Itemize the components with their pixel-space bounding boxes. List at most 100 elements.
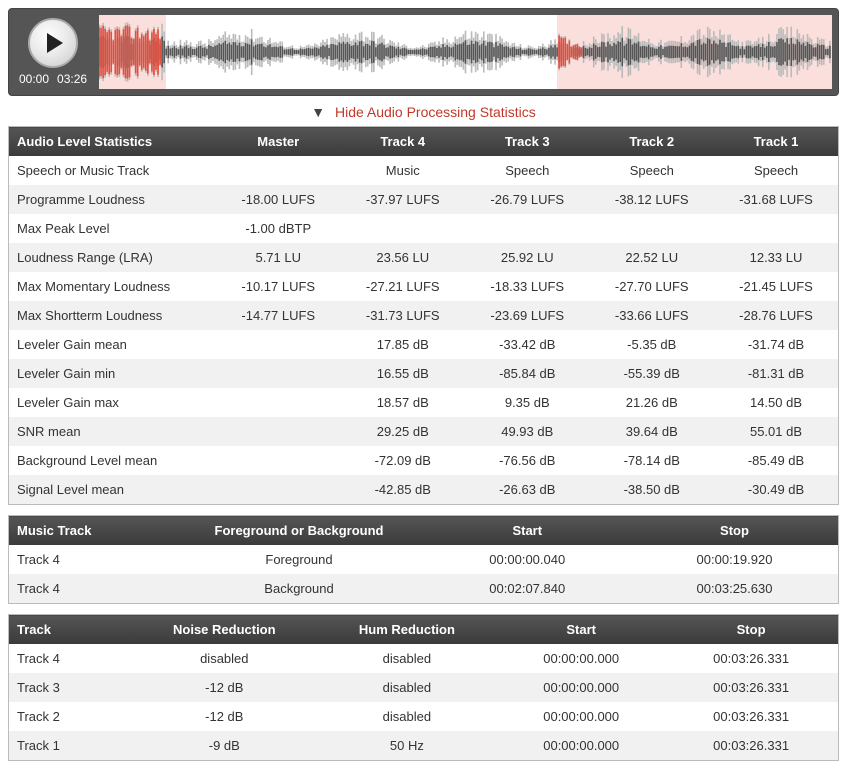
- column-header: Track 2: [590, 127, 715, 157]
- table-cell: Music: [341, 156, 466, 185]
- table-cell: 39.64 dB: [590, 417, 715, 446]
- table-cell: [714, 214, 839, 243]
- column-header: Stop: [631, 516, 839, 546]
- table-cell: 9.35 dB: [465, 388, 590, 417]
- toggle-statistics[interactable]: ▼ Hide Audio Processing Statistics: [8, 96, 839, 126]
- table-cell: 12.33 LU: [714, 243, 839, 272]
- table-cell: Track 3: [9, 673, 134, 702]
- table-cell: disabled: [316, 673, 499, 702]
- table-cell: Speech or Music Track: [9, 156, 217, 185]
- audio-player: 00:00 03:26: [8, 8, 839, 96]
- table-cell: [341, 214, 466, 243]
- table-cell: Track 2: [9, 702, 134, 731]
- table-cell: 00:03:26.331: [664, 731, 838, 761]
- table-cell: 00:00:00.000: [498, 673, 664, 702]
- table-cell: 00:03:26.331: [664, 644, 838, 673]
- column-header: Track 4: [341, 127, 466, 157]
- table-row: Speech or Music TrackMusicSpeechSpeechSp…: [9, 156, 839, 185]
- table-cell: -42.85 dB: [341, 475, 466, 505]
- table-cell: Max Momentary Loudness: [9, 272, 217, 301]
- table-cell: Track 4: [9, 545, 175, 574]
- table-row: Track 3-12 dBdisabled00:00:00.00000:03:2…: [9, 673, 839, 702]
- table-cell: Background: [175, 574, 424, 604]
- table-cell: -27.21 LUFS: [341, 272, 466, 301]
- table-cell: 00:00:19.920: [631, 545, 839, 574]
- table-cell: -23.69 LUFS: [465, 301, 590, 330]
- play-button[interactable]: [28, 18, 78, 68]
- table-cell: -26.63 dB: [465, 475, 590, 505]
- table-cell: -18.33 LUFS: [465, 272, 590, 301]
- column-header: Track: [9, 615, 134, 645]
- table-cell: 55.01 dB: [714, 417, 839, 446]
- table-cell: [216, 388, 341, 417]
- table-cell: -38.12 LUFS: [590, 185, 715, 214]
- table-cell: 5.71 LU: [216, 243, 341, 272]
- table-cell: 00:00:00.040: [424, 545, 632, 574]
- table-cell: 22.52 LU: [590, 243, 715, 272]
- table-row: Track 4Foreground00:00:00.04000:00:19.92…: [9, 545, 839, 574]
- total-time: 03:26: [57, 72, 87, 86]
- table-cell: -9 dB: [133, 731, 316, 761]
- table-cell: -85.84 dB: [465, 359, 590, 388]
- table-cell: -37.97 LUFS: [341, 185, 466, 214]
- table-cell: 00:03:26.331: [664, 702, 838, 731]
- column-header: Foreground or Background: [175, 516, 424, 546]
- table-cell: 14.50 dB: [714, 388, 839, 417]
- table-cell: -28.76 LUFS: [714, 301, 839, 330]
- table-cell: -38.50 dB: [590, 475, 715, 505]
- table-cell: 50 Hz: [316, 731, 499, 761]
- table-cell: 23.56 LU: [341, 243, 466, 272]
- table-cell: -85.49 dB: [714, 446, 839, 475]
- caret-down-icon: ▼: [311, 104, 325, 120]
- column-header: Master: [216, 127, 341, 157]
- table-cell: 16.55 dB: [341, 359, 466, 388]
- table-cell: -72.09 dB: [341, 446, 466, 475]
- music-track-table: Music TrackForeground or BackgroundStart…: [8, 515, 839, 604]
- table-row: SNR mean29.25 dB49.93 dB39.64 dB55.01 dB: [9, 417, 839, 446]
- table-row: Leveler Gain min16.55 dB-85.84 dB-55.39 …: [9, 359, 839, 388]
- column-header: Stop: [664, 615, 838, 645]
- table-cell: -31.74 dB: [714, 330, 839, 359]
- table-cell: 00:00:00.000: [498, 731, 664, 761]
- table-cell: [590, 214, 715, 243]
- table-row: Max Peak Level-1.00 dBTP: [9, 214, 839, 243]
- table-cell: -33.66 LUFS: [590, 301, 715, 330]
- table-cell: -1.00 dBTP: [216, 214, 341, 243]
- table-row: Programme Loudness-18.00 LUFS-37.97 LUFS…: [9, 185, 839, 214]
- table-cell: -31.68 LUFS: [714, 185, 839, 214]
- table-cell: Speech: [714, 156, 839, 185]
- table-cell: Max Shortterm Loudness: [9, 301, 217, 330]
- table-cell: 18.57 dB: [341, 388, 466, 417]
- table-cell: -12 dB: [133, 673, 316, 702]
- table-cell: [216, 475, 341, 505]
- table-cell: Track 4: [9, 644, 134, 673]
- table-cell: 17.85 dB: [341, 330, 466, 359]
- table-cell: 49.93 dB: [465, 417, 590, 446]
- table-cell: Leveler Gain mean: [9, 330, 217, 359]
- table-cell: -30.49 dB: [714, 475, 839, 505]
- table-row: Max Momentary Loudness-10.17 LUFS-27.21 …: [9, 272, 839, 301]
- table-cell: Max Peak Level: [9, 214, 217, 243]
- table-cell: 00:03:26.331: [664, 673, 838, 702]
- table-cell: -18.00 LUFS: [216, 185, 341, 214]
- table-row: Background Level mean-72.09 dB-76.56 dB-…: [9, 446, 839, 475]
- table-cell: disabled: [316, 644, 499, 673]
- table-cell: [216, 417, 341, 446]
- column-header: Hum Reduction: [316, 615, 499, 645]
- table-cell: Speech: [590, 156, 715, 185]
- table-row: Track 4Background00:02:07.84000:03:25.63…: [9, 574, 839, 604]
- table-row: Track 4disableddisabled00:00:00.00000:03…: [9, 644, 839, 673]
- current-time: 00:00: [19, 72, 49, 86]
- table-row: Loudness Range (LRA)5.71 LU23.56 LU25.92…: [9, 243, 839, 272]
- table-cell: -55.39 dB: [590, 359, 715, 388]
- waveform[interactable]: [99, 15, 832, 89]
- table-cell: Foreground: [175, 545, 424, 574]
- table-cell: -78.14 dB: [590, 446, 715, 475]
- toggle-link-label: Hide Audio Processing Statistics: [335, 104, 536, 120]
- column-header: Audio Level Statistics: [9, 127, 217, 157]
- table-cell: [216, 156, 341, 185]
- table-cell: [216, 359, 341, 388]
- table-cell: Loudness Range (LRA): [9, 243, 217, 272]
- table-row: Track 2-12 dBdisabled00:00:00.00000:03:2…: [9, 702, 839, 731]
- table-cell: Background Level mean: [9, 446, 217, 475]
